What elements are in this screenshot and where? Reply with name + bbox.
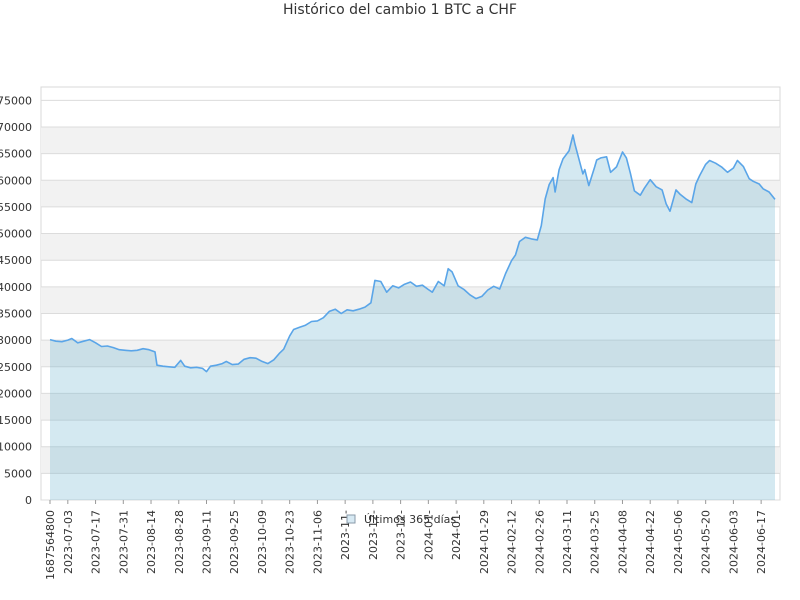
x-tick-label: 2023-07-03: [62, 510, 75, 574]
y-tick-label: 75000: [0, 94, 32, 107]
x-tick-label: 2023-08-14: [145, 510, 158, 574]
x-tick-label: 2024-01-: [422, 510, 435, 560]
y-tick-label: 40000: [0, 281, 32, 294]
y-tick-label: 55000: [0, 201, 32, 214]
x-tick-label: 2024-03-11: [561, 510, 574, 574]
grid-band: [41, 340, 780, 367]
x-tick-label: 2023-08-28: [173, 510, 186, 574]
x-tick-label: 2024-01-: [450, 510, 463, 560]
x-tick-label: 2024-04-08: [616, 510, 629, 574]
y-tick-label: 50000: [0, 228, 32, 241]
y-tick-label: 30000: [0, 334, 32, 347]
legend-label[interactable]: Últimos 365 días: [364, 513, 456, 526]
x-tick-label: 2023-07-17: [90, 510, 103, 574]
x-tick-label: 2024-03-25: [589, 510, 602, 574]
x-tick-label: 2023-07-31: [117, 510, 130, 574]
x-tick-label: 2024-06-03: [727, 510, 740, 574]
y-tick-label: 15000: [0, 414, 32, 427]
x-tick-label: 2024-02-26: [533, 510, 546, 574]
grid-band: [41, 180, 780, 207]
grid-band: [41, 393, 780, 421]
x-tick-label: 2023-09-25: [228, 510, 241, 574]
grid-band: [41, 286, 780, 314]
x-tick-label: 2024-05-20: [700, 510, 713, 574]
chart-title: Histórico del cambio 1 BTC a CHF: [283, 2, 517, 18]
x-tick-label: 2023-12-: [367, 510, 380, 560]
y-tick-label: 10000: [0, 441, 32, 454]
grid-band: [41, 446, 780, 474]
legend-swatch[interactable]: [346, 514, 356, 524]
y-tick-label: 5000: [4, 467, 32, 480]
x-tick-label: 2023-09-11: [200, 510, 213, 574]
x-tick-label: 2024-02-12: [506, 510, 519, 574]
series-area: [50, 135, 775, 500]
y-tick-label: 65000: [0, 148, 32, 161]
grid-band: [41, 126, 780, 154]
x-tick-label: 2024-06-17: [755, 510, 768, 574]
y-tick-label: 45000: [0, 254, 32, 267]
y-tick-label: 70000: [0, 121, 32, 134]
x-tick-label: 2024-05-06: [672, 510, 685, 574]
x-tick-label: 2024-01-29: [478, 510, 491, 574]
y-tick-label: 60000: [0, 174, 32, 187]
x-tick-label: 2023-10-23: [284, 510, 297, 574]
x-tick-label: 2024-04-22: [644, 510, 657, 574]
y-tick-label: 0: [25, 494, 32, 507]
x-tick-label: 1687564800: [44, 510, 57, 580]
y-tick-label: 20000: [0, 387, 32, 400]
series-line[interactable]: [49, 134, 776, 373]
y-tick-label: 25000: [0, 361, 32, 374]
y-tick-label: 35000: [0, 307, 32, 320]
x-tick-label: 2023-11-06: [311, 510, 324, 574]
x-tick-label: 2023-12-: [395, 510, 408, 560]
x-tick-label: 2023-10-09: [256, 510, 269, 574]
grid-band: [41, 233, 780, 261]
